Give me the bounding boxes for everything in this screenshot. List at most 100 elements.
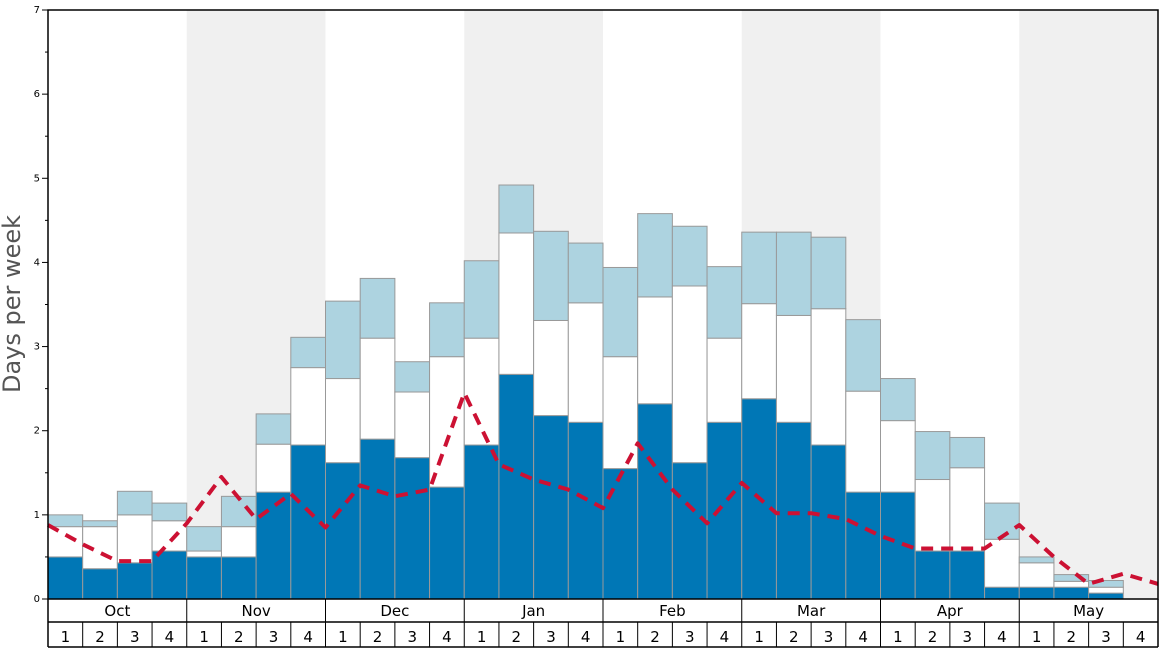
bar-segment-bottom xyxy=(1088,592,1124,600)
week-label: 4 xyxy=(997,628,1007,646)
bar-week-20 xyxy=(706,266,743,600)
bar-segment-middle xyxy=(810,308,847,446)
bar-segment-middle xyxy=(498,232,535,375)
bar-segment-top xyxy=(602,266,639,358)
bar-segment-middle xyxy=(567,302,604,423)
bar-segment-top xyxy=(567,242,604,304)
bar-week-26 xyxy=(914,431,951,600)
bar-segment-top xyxy=(914,431,951,481)
bar-segment-top xyxy=(741,231,777,305)
bar-week-5 xyxy=(186,526,222,600)
bar-week-7 xyxy=(255,413,292,600)
bar-segment-bottom xyxy=(775,421,812,600)
bar-segment-bottom xyxy=(602,468,639,600)
bar-segment-top xyxy=(151,502,188,522)
bar-week-14 xyxy=(498,184,535,600)
y-tick-label: 2 xyxy=(34,426,40,437)
bar-segment-bottom xyxy=(1053,586,1090,600)
week-label: 1 xyxy=(61,628,71,646)
bar-segment-middle xyxy=(359,337,396,440)
bar-segment-middle xyxy=(845,390,881,493)
x-axis: Oct 1 2 3 4 Nov 1 2 3 4 Dec 1 2 3 4 Jan 1 2 3 4 Feb 1 2 3 4 Mar 1 2… xyxy=(47,599,1159,648)
bar-segment-top xyxy=(671,225,708,287)
bar-week-27 xyxy=(949,436,986,600)
bar-segment-middle xyxy=(186,550,222,558)
bar-segment-top xyxy=(810,236,847,310)
bar-segment-bottom xyxy=(567,421,604,600)
month-label-oct: Oct xyxy=(104,602,130,620)
bar-segment-middle xyxy=(290,367,326,446)
bar-segment-top xyxy=(706,266,743,339)
bar-segment-top xyxy=(394,361,431,393)
bar-segment-bottom xyxy=(255,491,292,600)
bar-week-25 xyxy=(880,378,916,600)
bar-segment-bottom xyxy=(949,550,986,600)
bar-week-12 xyxy=(429,302,465,600)
bar-segment-top xyxy=(116,490,153,516)
bar-week-21 xyxy=(741,231,777,600)
bar-segment-top xyxy=(845,319,881,392)
bars xyxy=(47,184,1124,600)
bar-segment-middle xyxy=(429,356,465,488)
month-label-feb: Feb xyxy=(659,602,686,620)
bar-week-23 xyxy=(810,236,847,600)
bar-week-15 xyxy=(533,230,569,600)
bar-segment-middle xyxy=(533,319,569,417)
bar-segment-bottom xyxy=(706,421,743,600)
bar-segment-middle xyxy=(602,356,639,470)
bar-segment-bottom xyxy=(220,556,257,600)
bar-segment-top xyxy=(775,231,812,316)
bar-segment-top xyxy=(463,260,500,339)
bar-week-29 xyxy=(1018,556,1055,600)
bar-segment-bottom xyxy=(359,438,396,600)
bar-week-10 xyxy=(359,277,396,600)
bar-segment-top xyxy=(186,526,222,552)
week-label: 4 xyxy=(442,628,452,646)
bar-segment-middle xyxy=(706,337,743,423)
y-tick-label: 7 xyxy=(34,5,40,16)
bar-segment-bottom xyxy=(845,491,881,600)
bar-segment-middle xyxy=(325,378,361,464)
y-tick-label: 5 xyxy=(34,173,40,184)
week-label: 1 xyxy=(199,628,209,646)
y-tick-label: 0 xyxy=(34,594,40,605)
bar-segment-bottom xyxy=(82,568,118,600)
bar-segment-middle xyxy=(914,479,951,552)
bar-segment-top xyxy=(498,184,535,234)
week-label: 2 xyxy=(512,628,522,646)
bar-week-19 xyxy=(671,225,708,600)
bar-segment-middle xyxy=(880,420,916,493)
bar-segment-top xyxy=(1088,579,1124,588)
week-label: 1 xyxy=(616,628,626,646)
week-label: 2 xyxy=(373,628,383,646)
bar-segment-top xyxy=(533,230,569,321)
month-shade-may xyxy=(1019,10,1158,599)
bar-week-1 xyxy=(47,514,84,600)
week-label: 3 xyxy=(1101,628,1111,646)
week-label: 3 xyxy=(962,628,972,646)
week-label: 3 xyxy=(130,628,140,646)
bar-segment-middle xyxy=(255,443,292,493)
y-tick-label: 6 xyxy=(34,89,40,100)
week-label: 3 xyxy=(685,628,695,646)
bar-segment-bottom xyxy=(498,373,535,600)
bar-segment-bottom xyxy=(1018,586,1055,600)
week-label: 4 xyxy=(165,628,175,646)
bar-segment-top xyxy=(880,378,916,422)
week-label: 4 xyxy=(303,628,313,646)
bar-segment-bottom xyxy=(533,415,569,600)
bar-week-3 xyxy=(116,490,153,600)
week-label: 4 xyxy=(858,628,868,646)
bar-week-13 xyxy=(463,260,500,600)
week-label: 4 xyxy=(720,628,730,646)
bar-segment-top xyxy=(359,277,396,339)
bar-segment-top xyxy=(949,436,986,469)
bar-segment-bottom xyxy=(637,403,673,600)
week-label: 3 xyxy=(269,628,279,646)
bar-week-22 xyxy=(775,231,812,600)
bar-week-18 xyxy=(637,213,673,600)
bar-week-17 xyxy=(602,266,639,600)
month-label-apr: Apr xyxy=(937,602,964,620)
bar-week-28 xyxy=(984,502,1020,600)
